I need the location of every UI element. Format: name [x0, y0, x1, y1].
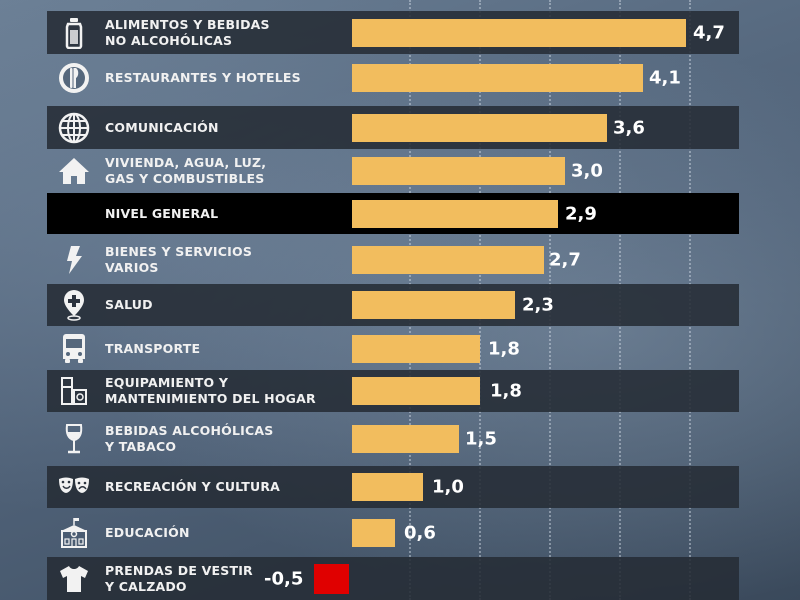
value-bar — [352, 64, 643, 92]
appliances-icon — [55, 375, 93, 407]
chart-row: RECREACIÓN Y CULTURA 1,0 — [47, 466, 739, 508]
value-bar — [352, 377, 480, 405]
value-label: 1,8 — [488, 338, 520, 360]
value-bar — [352, 246, 544, 274]
theater-masks-icon — [55, 471, 93, 503]
globe-icon — [55, 112, 93, 144]
wine-glass-icon — [55, 423, 93, 455]
category-label: TRANSPORTE — [105, 341, 201, 356]
chart-row: EDUCACIÓN 0,6 — [47, 510, 739, 555]
value-label: 3,6 — [613, 117, 645, 138]
category-label: PRENDAS DE VESTIR Y CALZADO — [105, 562, 253, 594]
value-label: 2,3 — [522, 294, 554, 316]
value-label: 0,6 — [404, 522, 436, 543]
value-label: 1,5 — [465, 428, 497, 450]
category-label: COMUNICACIÓN — [105, 119, 219, 135]
category-label: BEBIDAS ALCOHÓLICAS Y TABACO — [105, 423, 274, 454]
category-label: SALUD — [105, 297, 153, 312]
category-label: VIVIENDA, AGUA, LUZ, GAS Y COMBUSTIBLES — [105, 154, 267, 186]
lightning-icon — [55, 244, 93, 276]
chart-row-highlight: NIVEL GENERAL 2,9 — [47, 193, 739, 234]
value-bar — [352, 199, 558, 228]
category-label: BIENES Y SERVICIOS VARIOS — [105, 244, 253, 275]
category-label: ALIMENTOS Y BEBIDAS NO ALCOHÓLICAS — [105, 16, 270, 48]
category-label: RESTAURANTES Y HOTELES — [105, 70, 301, 85]
value-bar — [352, 425, 459, 453]
value-bar — [352, 113, 607, 142]
value-label: -0,5 — [264, 568, 304, 589]
value-bar — [352, 518, 395, 547]
chart-row: BIENES Y SERVICIOS VARIOS 2,7 — [47, 238, 739, 282]
chart-row: TRANSPORTE 1,8 — [47, 328, 739, 370]
value-bar — [352, 156, 565, 185]
chart-row: BEBIDAS ALCOHÓLICAS Y TABACO 1,5 — [47, 414, 739, 464]
value-bar — [352, 473, 423, 501]
tshirt-icon — [55, 563, 93, 595]
chart-row: SALUD 2,3 — [47, 284, 739, 326]
value-label: 4,1 — [649, 67, 681, 89]
chart-row: COMUNICACIÓN 3,6 — [47, 106, 739, 149]
plate-cutlery-icon — [55, 62, 93, 94]
health-pin-icon — [55, 289, 93, 321]
value-label: 1,0 — [432, 476, 464, 498]
value-label: 4,7 — [693, 22, 725, 43]
value-label: 1,8 — [490, 380, 522, 402]
value-bar — [352, 18, 686, 47]
chart-row: RESTAURANTES Y HOTELES 4,1 — [47, 56, 739, 100]
chart-row: PRENDAS DE VESTIR Y CALZADO -0,5 — [47, 557, 739, 600]
house-icon — [55, 155, 93, 187]
chart-row: EQUIPAMIENTO Y MANTENIMIENTO DEL HOGAR 1… — [47, 370, 739, 412]
category-label: EDUCACIÓN — [105, 524, 190, 540]
value-label: 2,9 — [565, 203, 597, 224]
school-icon — [55, 517, 93, 549]
value-label: 3,0 — [571, 160, 603, 181]
chart-row: ALIMENTOS Y BEBIDAS NO ALCOHÓLICAS 4,7 — [47, 11, 739, 54]
value-bar — [352, 291, 515, 319]
chart-row: VIVIENDA, AGUA, LUZ, GAS Y COMBUSTIBLES … — [47, 149, 739, 192]
value-label: 2,7 — [549, 249, 581, 271]
category-label: EQUIPAMIENTO Y MANTENIMIENTO DEL HOGAR — [105, 375, 316, 406]
value-bar — [352, 335, 480, 363]
category-label: RECREACIÓN Y CULTURA — [105, 479, 281, 494]
category-label: NIVEL GENERAL — [105, 205, 219, 221]
bus-icon — [55, 333, 93, 365]
bottle-icon — [55, 17, 93, 49]
negative-value-bar — [314, 563, 349, 594]
